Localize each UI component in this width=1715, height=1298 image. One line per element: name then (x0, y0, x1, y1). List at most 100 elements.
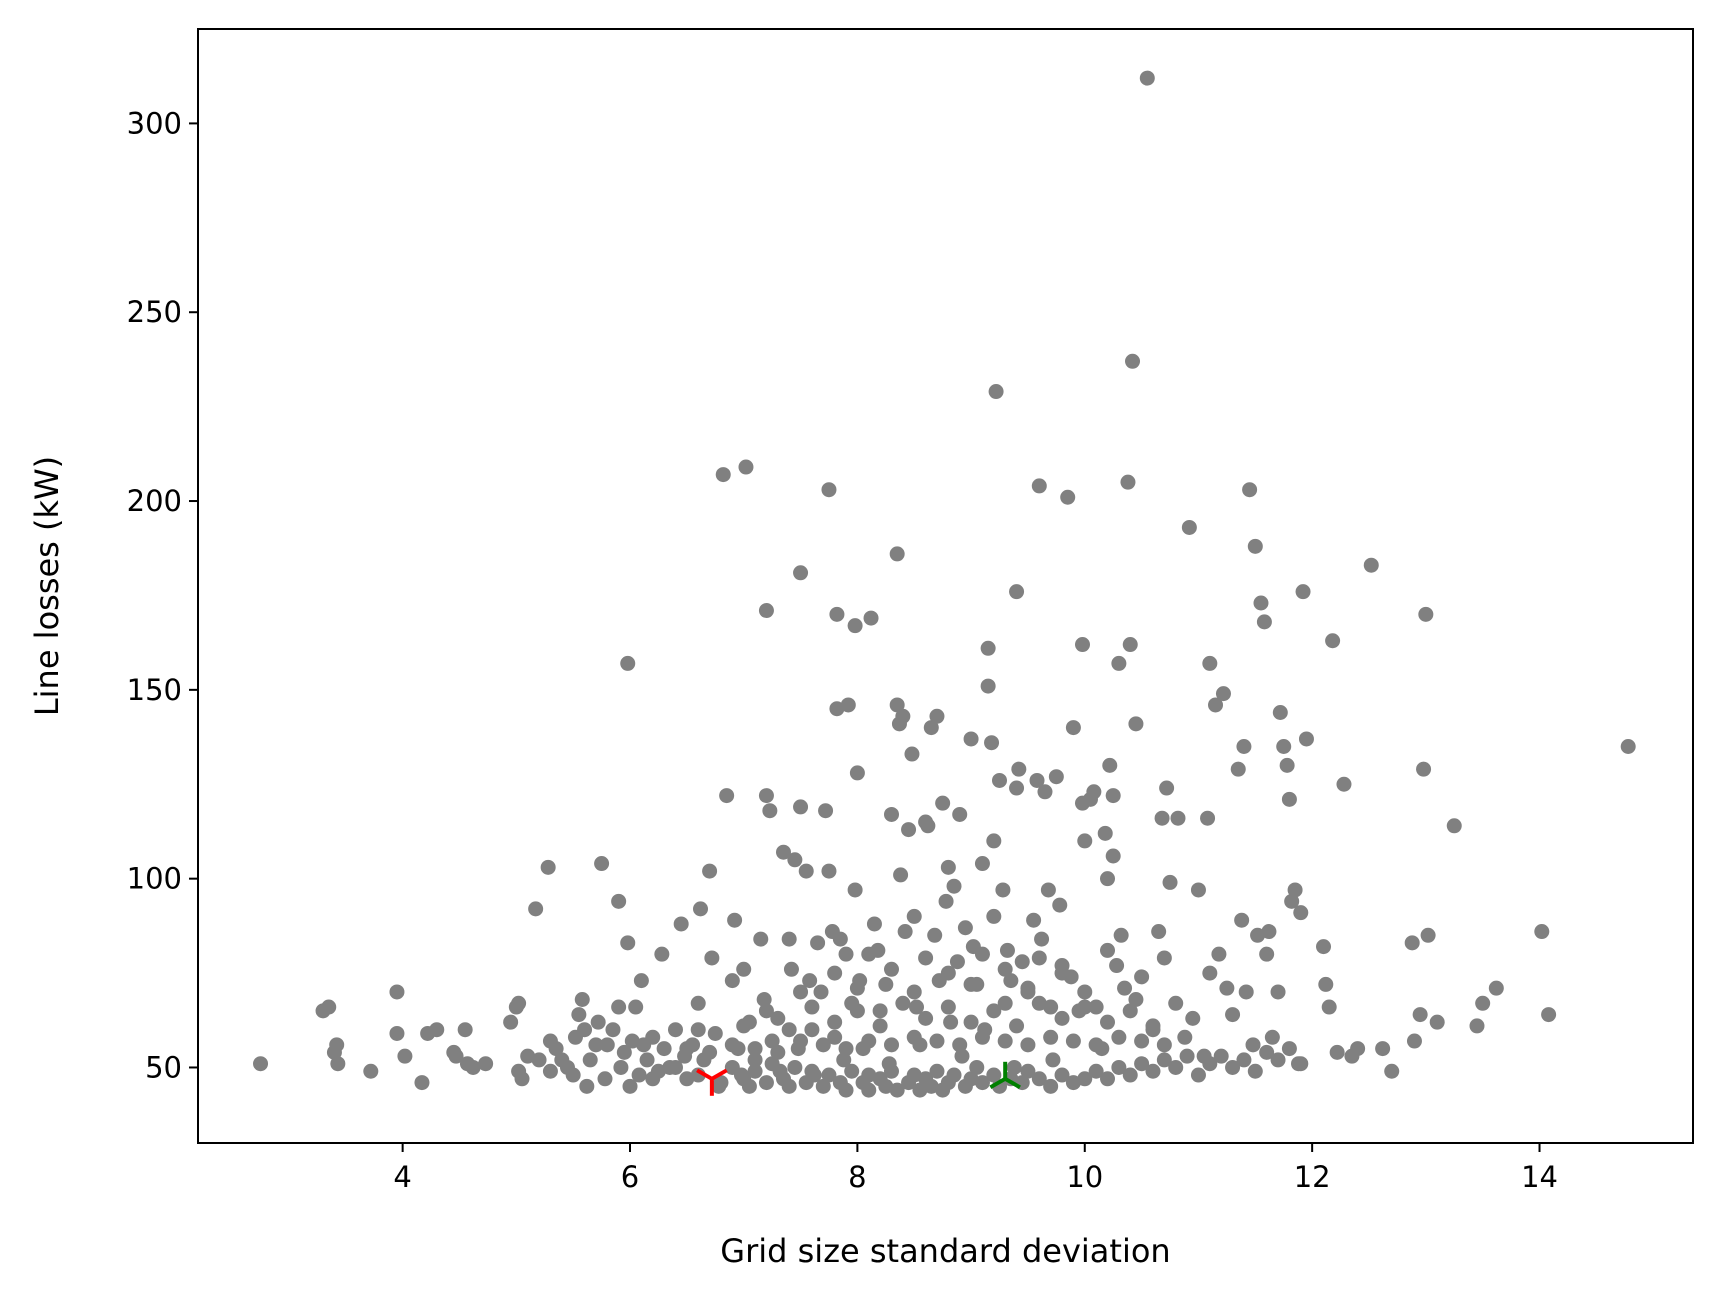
data-point (1086, 784, 1102, 800)
data-point (927, 927, 943, 943)
data-point (724, 1037, 740, 1053)
data-point (1120, 474, 1136, 490)
data-point (1279, 757, 1295, 773)
data-point (1215, 686, 1231, 702)
data-point (893, 867, 909, 883)
data-point (389, 984, 405, 1000)
data-point (605, 1022, 621, 1038)
data-point (995, 882, 1011, 898)
data-point (847, 882, 863, 898)
data-point (992, 772, 1008, 788)
y-tick-label: 50 (145, 1050, 182, 1084)
data-point (1113, 927, 1129, 943)
data-point (253, 1056, 269, 1072)
data-point (1250, 927, 1266, 943)
data-point (952, 806, 968, 822)
data-point (1200, 810, 1216, 826)
data-point (713, 1075, 729, 1091)
data-point (588, 1037, 604, 1053)
data-point (736, 1018, 752, 1034)
data-point (923, 1078, 939, 1094)
data-point (764, 1033, 780, 1049)
data-point (1329, 1044, 1345, 1060)
data-point (1060, 489, 1076, 505)
data-point (1406, 1033, 1422, 1049)
data-point (997, 961, 1013, 977)
data-point (654, 946, 670, 962)
data-point (511, 995, 527, 1011)
data-point (883, 1063, 899, 1079)
data-point (798, 863, 814, 879)
data-point (1168, 1059, 1184, 1075)
data-point (1077, 999, 1093, 1015)
data-point (1043, 1029, 1059, 1045)
data-point (1202, 655, 1218, 671)
data-point (1190, 882, 1206, 898)
y-axis-label: Line losses (kW) (28, 456, 66, 716)
data-point (1052, 897, 1068, 913)
data-point (1111, 1059, 1127, 1075)
data-point (878, 1078, 894, 1094)
y-tick-label: 250 (127, 295, 182, 329)
data-point (1031, 478, 1047, 494)
data-point (836, 1052, 852, 1068)
data-point (1065, 720, 1081, 736)
data-point (963, 976, 979, 992)
data-point (1276, 738, 1292, 754)
data-point (528, 901, 544, 917)
data-point (949, 954, 965, 970)
data-point (597, 1071, 613, 1087)
data-point (762, 803, 778, 819)
data-point (758, 1003, 774, 1019)
data-point (1384, 1063, 1400, 1079)
data-point (1264, 1029, 1280, 1045)
y-axis-ticks: 50 100 150 200 250 300 (127, 106, 198, 1084)
data-point (883, 1037, 899, 1053)
data-point (804, 1063, 820, 1079)
data-point (1247, 1063, 1263, 1079)
data-point (590, 1014, 606, 1030)
data-point (883, 806, 899, 822)
data-point (1003, 973, 1019, 989)
data-point (577, 1022, 593, 1038)
data-point (1156, 950, 1172, 966)
data-point (940, 859, 956, 875)
data-point (1134, 969, 1150, 985)
data-point (457, 1022, 473, 1038)
data-point (818, 803, 834, 819)
data-point (1045, 1052, 1061, 1068)
data-point (1031, 950, 1047, 966)
data-point (1293, 1056, 1309, 1072)
green-marker (989, 1061, 1021, 1090)
data-point (781, 1022, 797, 1038)
data-point (821, 863, 837, 879)
data-point (980, 678, 996, 694)
data-point (548, 1041, 564, 1057)
data-point (542, 1063, 558, 1079)
data-point (938, 893, 954, 909)
data-point (673, 916, 689, 932)
data-point (1077, 833, 1093, 849)
data-point (838, 946, 854, 962)
data-point (724, 1059, 740, 1075)
data-point (940, 999, 956, 1015)
data-point (1054, 965, 1070, 981)
data-point (1298, 731, 1314, 747)
data-point (448, 1048, 464, 1064)
data-point (1350, 1041, 1366, 1057)
data-point (1088, 999, 1104, 1015)
data-point (1208, 697, 1224, 713)
data-point (1065, 1033, 1081, 1049)
data-point (997, 995, 1013, 1011)
data-point (1134, 1033, 1150, 1049)
data-point (747, 1052, 763, 1068)
data-point (1020, 1037, 1036, 1053)
data-point (1253, 595, 1269, 611)
data-point (1162, 874, 1178, 890)
data-point (849, 765, 865, 781)
data-point (1179, 1048, 1195, 1064)
data-point (503, 1014, 519, 1030)
data-point (1100, 871, 1116, 887)
data-point (1054, 1067, 1070, 1083)
data-point (1363, 557, 1379, 573)
